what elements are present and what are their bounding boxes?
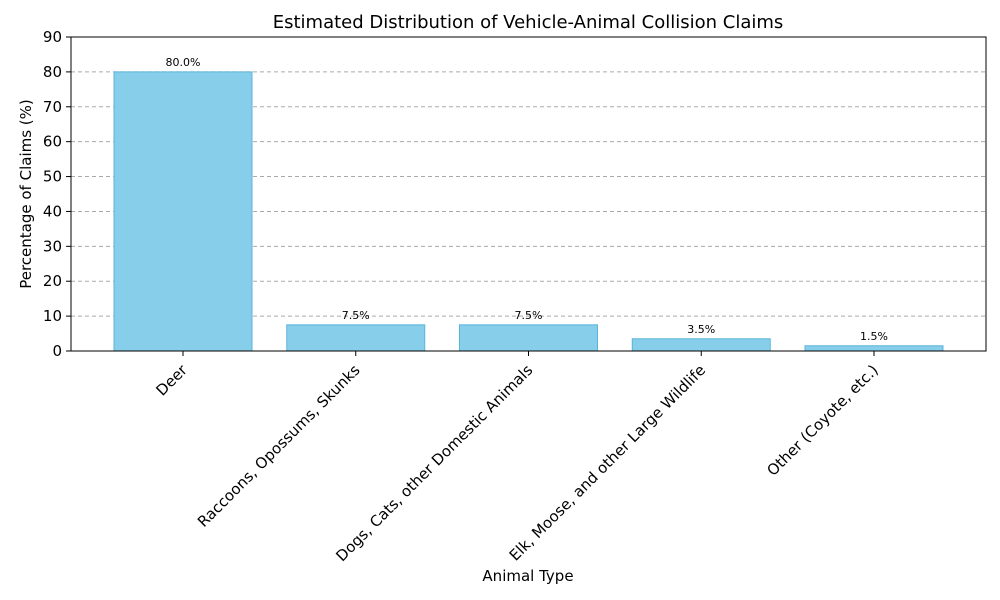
y-tick-label: 80: [43, 63, 62, 81]
x-tick-label: Elk, Moose, and other Large Wildlife: [506, 361, 709, 564]
grid-lines: [71, 71, 986, 317]
bar: [113, 71, 253, 352]
bar: [804, 345, 944, 352]
data-label: 80.0%: [166, 56, 201, 69]
y-tick-label: 20: [43, 272, 62, 290]
y-tick-label: 30: [43, 237, 62, 255]
y-tick-label: 10: [43, 307, 62, 325]
y-tick-label: 70: [43, 98, 62, 116]
y-tick-label: 90: [43, 28, 62, 46]
bar: [286, 324, 426, 352]
y-axis-label: Percentage of Claims (%): [17, 99, 35, 289]
data-labels: 80.0% 7.5% 7.5% 3.5% 1.5%: [166, 56, 888, 343]
data-label: 7.5%: [515, 309, 543, 322]
y-axis-ticks: 0 10 20 30 40 50 60 70 80 90: [43, 28, 71, 360]
x-tick-label: Other (Coyote, etc.): [763, 361, 881, 479]
y-tick-label: 60: [43, 133, 62, 151]
bar: [459, 324, 598, 352]
data-label: 1.5%: [860, 330, 888, 343]
x-tick-label: Raccoons, Opossums, Skunks: [194, 361, 364, 531]
bars: [113, 71, 944, 352]
data-label: 3.5%: [687, 323, 715, 336]
data-label: 7.5%: [342, 309, 370, 322]
y-tick-label: 0: [52, 342, 62, 360]
chart-title: Estimated Distribution of Vehicle-Animal…: [273, 12, 784, 33]
x-tick-label: Dogs, Cats, other Domestic Animals: [332, 361, 536, 565]
x-axis-label: Animal Type: [482, 567, 573, 585]
y-tick-label: 50: [43, 168, 62, 186]
bar: [631, 338, 771, 352]
y-tick-label: 40: [43, 202, 62, 220]
x-tick-label: Deer: [153, 361, 192, 400]
